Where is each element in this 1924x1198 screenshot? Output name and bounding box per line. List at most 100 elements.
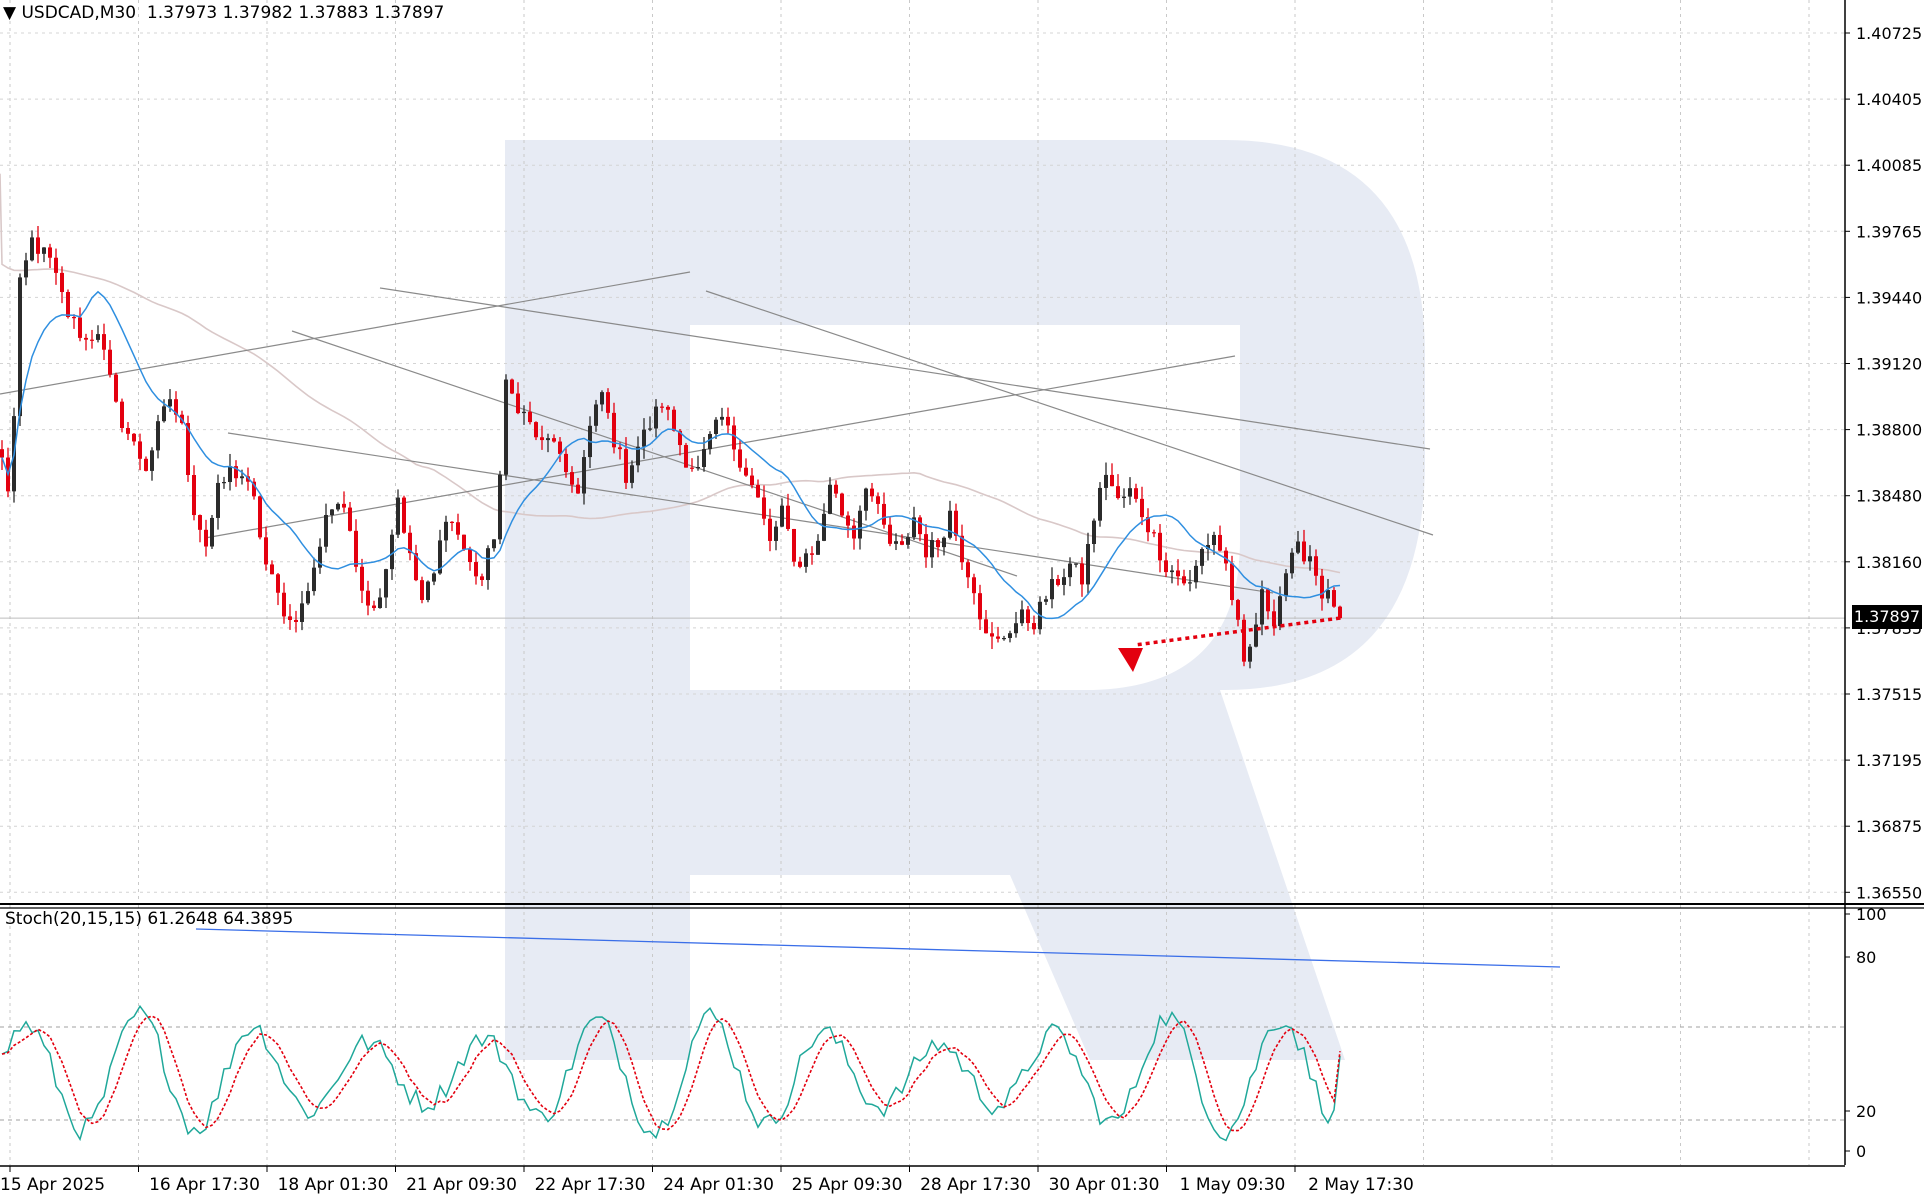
candle-body xyxy=(156,421,160,451)
candle-body xyxy=(846,515,850,526)
current-price-label: 1.37897 xyxy=(1852,605,1922,629)
candle-body xyxy=(360,566,364,591)
candle-body xyxy=(42,247,46,254)
candle-body xyxy=(828,484,832,514)
candle-body xyxy=(528,411,532,423)
candle-body xyxy=(918,517,922,535)
candle-body xyxy=(612,412,616,448)
candle-body xyxy=(174,399,178,415)
candle-body xyxy=(486,548,490,580)
candle-body xyxy=(1188,582,1192,584)
candle-body xyxy=(798,561,802,567)
trend-line xyxy=(0,271,691,395)
candle-body xyxy=(570,472,574,485)
candle-body xyxy=(342,503,346,508)
header-triangle[interactable]: ▼ xyxy=(3,3,17,23)
x-tick-label: 1 May 09:30 xyxy=(1180,1175,1286,1195)
candle-body xyxy=(96,334,100,340)
candle-body xyxy=(690,467,694,469)
candle-body xyxy=(792,528,796,562)
candle-body xyxy=(450,521,454,524)
candle-body xyxy=(264,537,268,565)
candle-body xyxy=(378,597,382,609)
candle-body xyxy=(354,530,358,567)
candle-body xyxy=(540,437,544,441)
candle-body xyxy=(510,379,514,394)
y-tick-label: 1.40085 xyxy=(1856,156,1922,175)
candle-body xyxy=(1074,563,1078,565)
candle-body xyxy=(870,488,874,497)
candle-body xyxy=(1290,552,1294,574)
fast-moving-average xyxy=(1,290,1341,620)
stoch-tick-label: 100 xyxy=(1856,905,1887,924)
candle-body xyxy=(1020,609,1024,624)
stoch-tick-label: 0 xyxy=(1856,1142,1866,1161)
x-tick-label: 24 Apr 01:30 xyxy=(663,1175,774,1195)
candle-body xyxy=(1194,565,1198,583)
y-tick-label: 1.39440 xyxy=(1856,288,1922,307)
candle-body xyxy=(804,553,808,567)
candle-body xyxy=(972,577,976,594)
candle-body xyxy=(1008,633,1012,638)
candle-body xyxy=(348,507,352,531)
candle-body xyxy=(498,474,502,540)
candle-body xyxy=(234,466,238,479)
candle-body xyxy=(1068,563,1072,578)
candle-body xyxy=(1002,637,1006,640)
candle-body xyxy=(990,633,994,637)
candle-body xyxy=(666,406,670,410)
candle-body xyxy=(864,488,868,511)
candle-body xyxy=(684,445,688,468)
candle-body xyxy=(1056,579,1060,585)
candle-body xyxy=(1140,498,1144,518)
forecast-arrow-head xyxy=(1118,648,1143,672)
candle-body xyxy=(390,534,394,570)
candle-body xyxy=(1302,541,1306,562)
candle-body xyxy=(1152,532,1156,534)
stoch-name: Stoch(20,15,15) xyxy=(5,909,142,929)
x-tick-label: 15 Apr 2025 xyxy=(0,1175,105,1195)
trend-line xyxy=(227,432,1274,594)
stochastic-panel xyxy=(0,903,1924,1142)
candle-body xyxy=(108,349,112,375)
candle-body xyxy=(168,399,172,407)
candle-body xyxy=(126,428,130,434)
candle-body xyxy=(270,564,274,575)
candle-body xyxy=(660,406,664,408)
candle-body xyxy=(1086,543,1090,585)
candle-body xyxy=(1050,579,1054,600)
candle-body xyxy=(1014,623,1018,634)
candle-body xyxy=(324,515,328,547)
y-tick-label: 1.40725 xyxy=(1856,24,1922,43)
candle-body xyxy=(1230,563,1234,601)
candle-body xyxy=(702,449,706,468)
candle-body xyxy=(858,510,862,539)
candle-body xyxy=(774,526,778,541)
candle-body xyxy=(552,438,556,442)
candle-body xyxy=(162,406,166,422)
candle-body xyxy=(456,522,460,535)
candle-body xyxy=(1242,619,1246,662)
candle-body xyxy=(246,476,250,482)
candle-body xyxy=(900,541,904,545)
candle-body xyxy=(696,467,700,469)
candle-body xyxy=(462,534,466,550)
candle-body xyxy=(930,540,934,558)
x-tick-label: 16 Apr 17:30 xyxy=(149,1175,260,1195)
candle-body xyxy=(936,540,940,548)
candle-body xyxy=(30,237,34,261)
candle-body xyxy=(1272,611,1276,627)
candle-body xyxy=(1164,560,1168,573)
candle-body xyxy=(708,433,712,450)
y-tick-label: 1.37515 xyxy=(1856,685,1922,704)
candle-body xyxy=(258,496,262,538)
candle-body xyxy=(762,497,766,519)
candle-body xyxy=(102,334,106,350)
candle-body xyxy=(1146,517,1150,533)
candle-body xyxy=(252,481,256,497)
stoch-tick-label: 20 xyxy=(1856,1102,1876,1121)
candle-body xyxy=(48,247,52,258)
candle-body xyxy=(768,518,772,541)
candle-body xyxy=(192,475,196,516)
